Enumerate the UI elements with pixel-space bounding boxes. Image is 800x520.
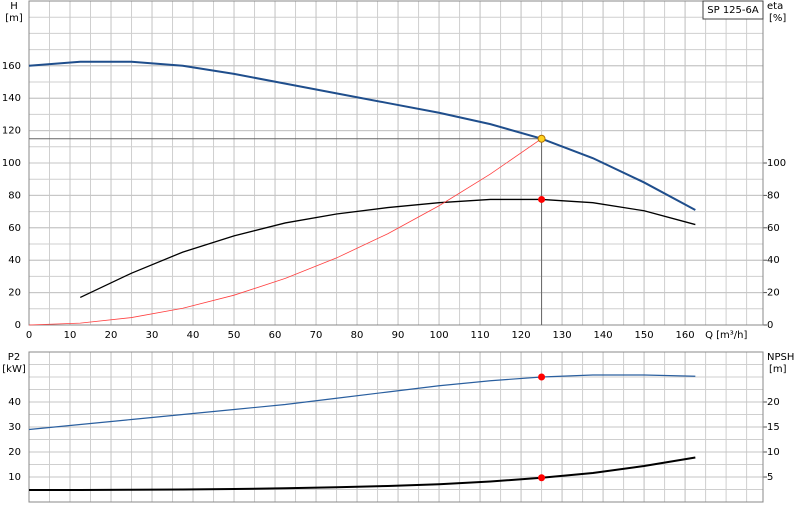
label-box [702,0,764,20]
x-tick-label: 120 [512,330,531,341]
label-box-text: SP 125-6A [707,5,759,16]
series-line [28,138,542,326]
x-tick-label: 0 [26,330,32,341]
y2-axis-label: eta [767,1,783,12]
y-tick-label: 40 [8,255,21,266]
x-tick-label: 30 [146,330,159,341]
y-tick-label: 20 [8,288,21,299]
y-tick-label: 60 [8,223,21,234]
y-axis-label: P2 [8,352,20,363]
y2-tick-label: 20 [767,288,780,299]
x-axis-label: Q [m³/h] [705,330,747,341]
y-tick-label: 120 [2,126,21,137]
y-axis-unit: [m] [5,13,23,24]
y-tick-label: 20 [8,447,21,458]
plot-frame [28,351,764,503]
y-tick-label: 40 [8,397,21,408]
series-line [28,374,696,431]
y2-tick-label: 15 [767,422,780,433]
y2-axis-unit: [%] [769,13,786,24]
y-tick-label: 0 [15,320,21,331]
operating-point [537,134,546,143]
x-tick-label: 150 [635,330,654,341]
series-line [79,198,696,299]
x-tick-label: 50 [228,330,241,341]
y2-axis-unit: [m] [769,364,787,375]
y2-tick-label: 20 [767,397,780,408]
x-tick-label: 60 [269,330,282,341]
y2-tick-label: 0 [767,320,773,331]
operating-point [538,474,546,482]
y2-tick-label: 100 [767,158,786,169]
y-tick-label: 80 [8,190,21,201]
x-tick-label: 80 [351,330,364,341]
x-tick-label: 110 [471,330,490,341]
y-tick-label: 10 [8,472,21,483]
y2-axis-label: NPSH [767,352,794,363]
y2-tick-label: 60 [767,223,780,234]
x-tick-label: 70 [310,330,323,341]
y-axis-unit: [kW] [2,364,26,375]
x-tick-label: 10 [64,330,77,341]
series-line [28,60,696,211]
operating-point [538,195,546,203]
plot-frame [28,0,764,326]
y-tick-label: 100 [2,158,21,169]
x-tick-label: 90 [392,330,405,341]
x-tick-label: 40 [187,330,200,341]
x-tick-label: 140 [594,330,613,341]
y-tick-label: 160 [2,61,21,72]
series-line [29,456,696,491]
y2-tick-label: 10 [767,447,780,458]
x-tick-label: 130 [553,330,572,341]
operating-point [538,373,546,381]
y-tick-label: 30 [8,422,21,433]
y-axis-label: H [10,1,18,12]
x-tick-label: 100 [430,330,449,341]
y2-tick-label: 40 [767,255,780,266]
y2-tick-label: 5 [767,472,773,483]
x-tick-label: 20 [105,330,118,341]
y2-tick-label: 80 [767,190,780,201]
y-tick-label: 140 [2,93,21,104]
x-tick-label: 160 [676,330,695,341]
